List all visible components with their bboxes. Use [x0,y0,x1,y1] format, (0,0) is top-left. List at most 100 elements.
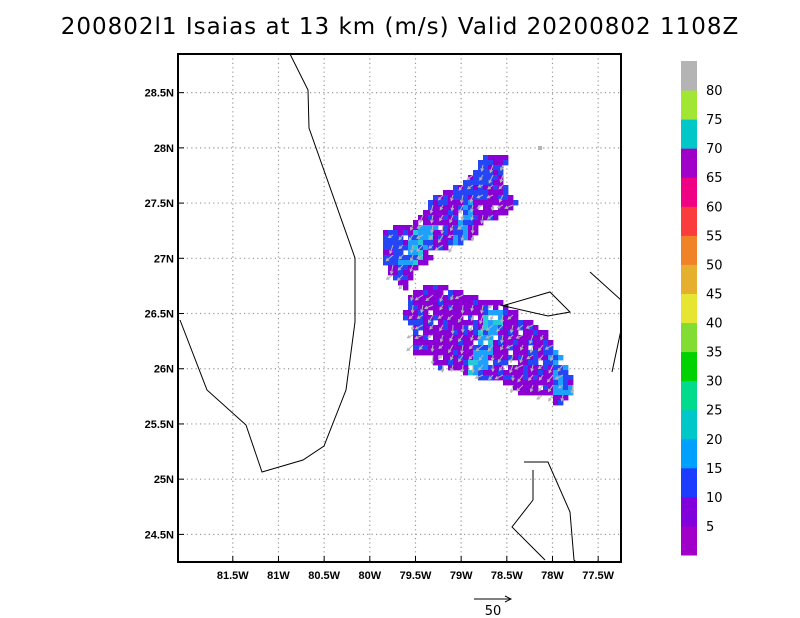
wind-vector-head [519,359,523,364]
wind-vector-head [398,245,403,250]
wind-cell [483,315,489,321]
wind-cell [483,345,489,351]
wind-vector-head [488,179,492,184]
wind-vector-head [450,368,454,373]
wind-vector [417,224,424,229]
colorbar-swatch [681,351,697,382]
wind-vector [420,304,424,313]
wind-cell [478,215,484,221]
wind-cell [443,225,449,231]
wind-vector-head [429,326,433,330]
wind-cell [478,160,484,166]
wind-vector [461,344,464,354]
wind-cell [483,160,489,166]
wind-cell [443,355,449,361]
wind-cell [488,370,494,376]
wind-vector [478,364,484,371]
wind-vector [470,194,474,203]
wind-cell [543,380,549,386]
wind-vector [430,214,434,223]
wind-cell [503,320,509,326]
wind-vector-head [529,340,533,345]
wind-vector [428,314,434,323]
wind-vector-head [485,335,490,339]
wind-cell [408,320,414,326]
wind-cell [463,320,469,326]
wind-cell [503,305,509,311]
andros-coastline [524,461,577,562]
wind-vector [449,214,454,223]
wind-vector [475,374,484,379]
wind-vector-head [517,378,521,383]
wind-vector-head [414,326,419,330]
wind-speed-field [383,146,574,406]
wind-vector-head [550,357,554,362]
wind-cell [438,290,444,296]
wind-vector [501,314,504,323]
wind-cell [408,265,414,271]
wind-cell [488,320,494,326]
wind-cell [538,370,544,376]
wind-cell [443,190,449,196]
wind-cell [468,295,474,301]
wind-vector-head [429,209,434,214]
wind-cell [508,320,514,326]
wind-cell [508,375,514,381]
wind-cell [518,325,524,331]
wind-cell [493,170,499,176]
wind-cell [453,185,459,191]
wind-cell [423,325,429,331]
wind-cell [438,240,444,246]
wind-vector-head [548,369,552,374]
wind-cell [428,205,434,211]
wind-cell [513,310,519,316]
wind-cell [463,340,469,346]
wind-vector-head [385,257,390,262]
wind-cell [523,350,529,356]
wind-cell [403,225,409,231]
wind-cell [393,255,399,261]
wind-cell [473,190,479,196]
wind-cell [548,365,554,371]
wind-vector-head [537,347,542,352]
wind-vector [438,234,444,243]
wind-cell [513,380,519,386]
wind-cell [563,390,569,396]
wind-cell [413,220,419,226]
wind-cell [478,165,484,171]
wind-vector [510,324,514,333]
wind-cell [463,235,469,241]
wind-vector-head [416,235,420,239]
wind-cell [473,230,479,236]
wind-cell [428,340,434,346]
wind-vector [425,294,434,301]
wind-vector [529,334,534,344]
wind-cell [433,330,439,336]
wind-cell [553,370,559,376]
wind-cell [388,230,394,236]
wind-cell [398,240,404,246]
wind-vector-head [439,327,443,332]
wind-vector-head [499,179,504,184]
wind-vector-head [430,361,435,365]
wind-vector-head [509,369,513,374]
wind-vector-head [470,307,474,312]
wind-cell [418,215,424,221]
wind-cell [443,305,449,311]
wind-vector-head [486,216,491,220]
wind-cell [453,365,459,371]
wind-cell [458,340,464,346]
wind-cell [438,340,444,346]
wind-cell [458,330,464,336]
wind-vector-head [478,367,482,371]
wind-cell [443,345,449,351]
wind-cell [453,225,459,231]
wind-vector-head [546,378,551,383]
wind-vector [416,244,424,252]
wind-cell [458,200,464,206]
wind-cell [463,200,469,206]
wind-vector [386,274,394,280]
wind-vector [424,304,434,309]
wind-cell [473,370,479,376]
wind-vector [489,164,494,173]
